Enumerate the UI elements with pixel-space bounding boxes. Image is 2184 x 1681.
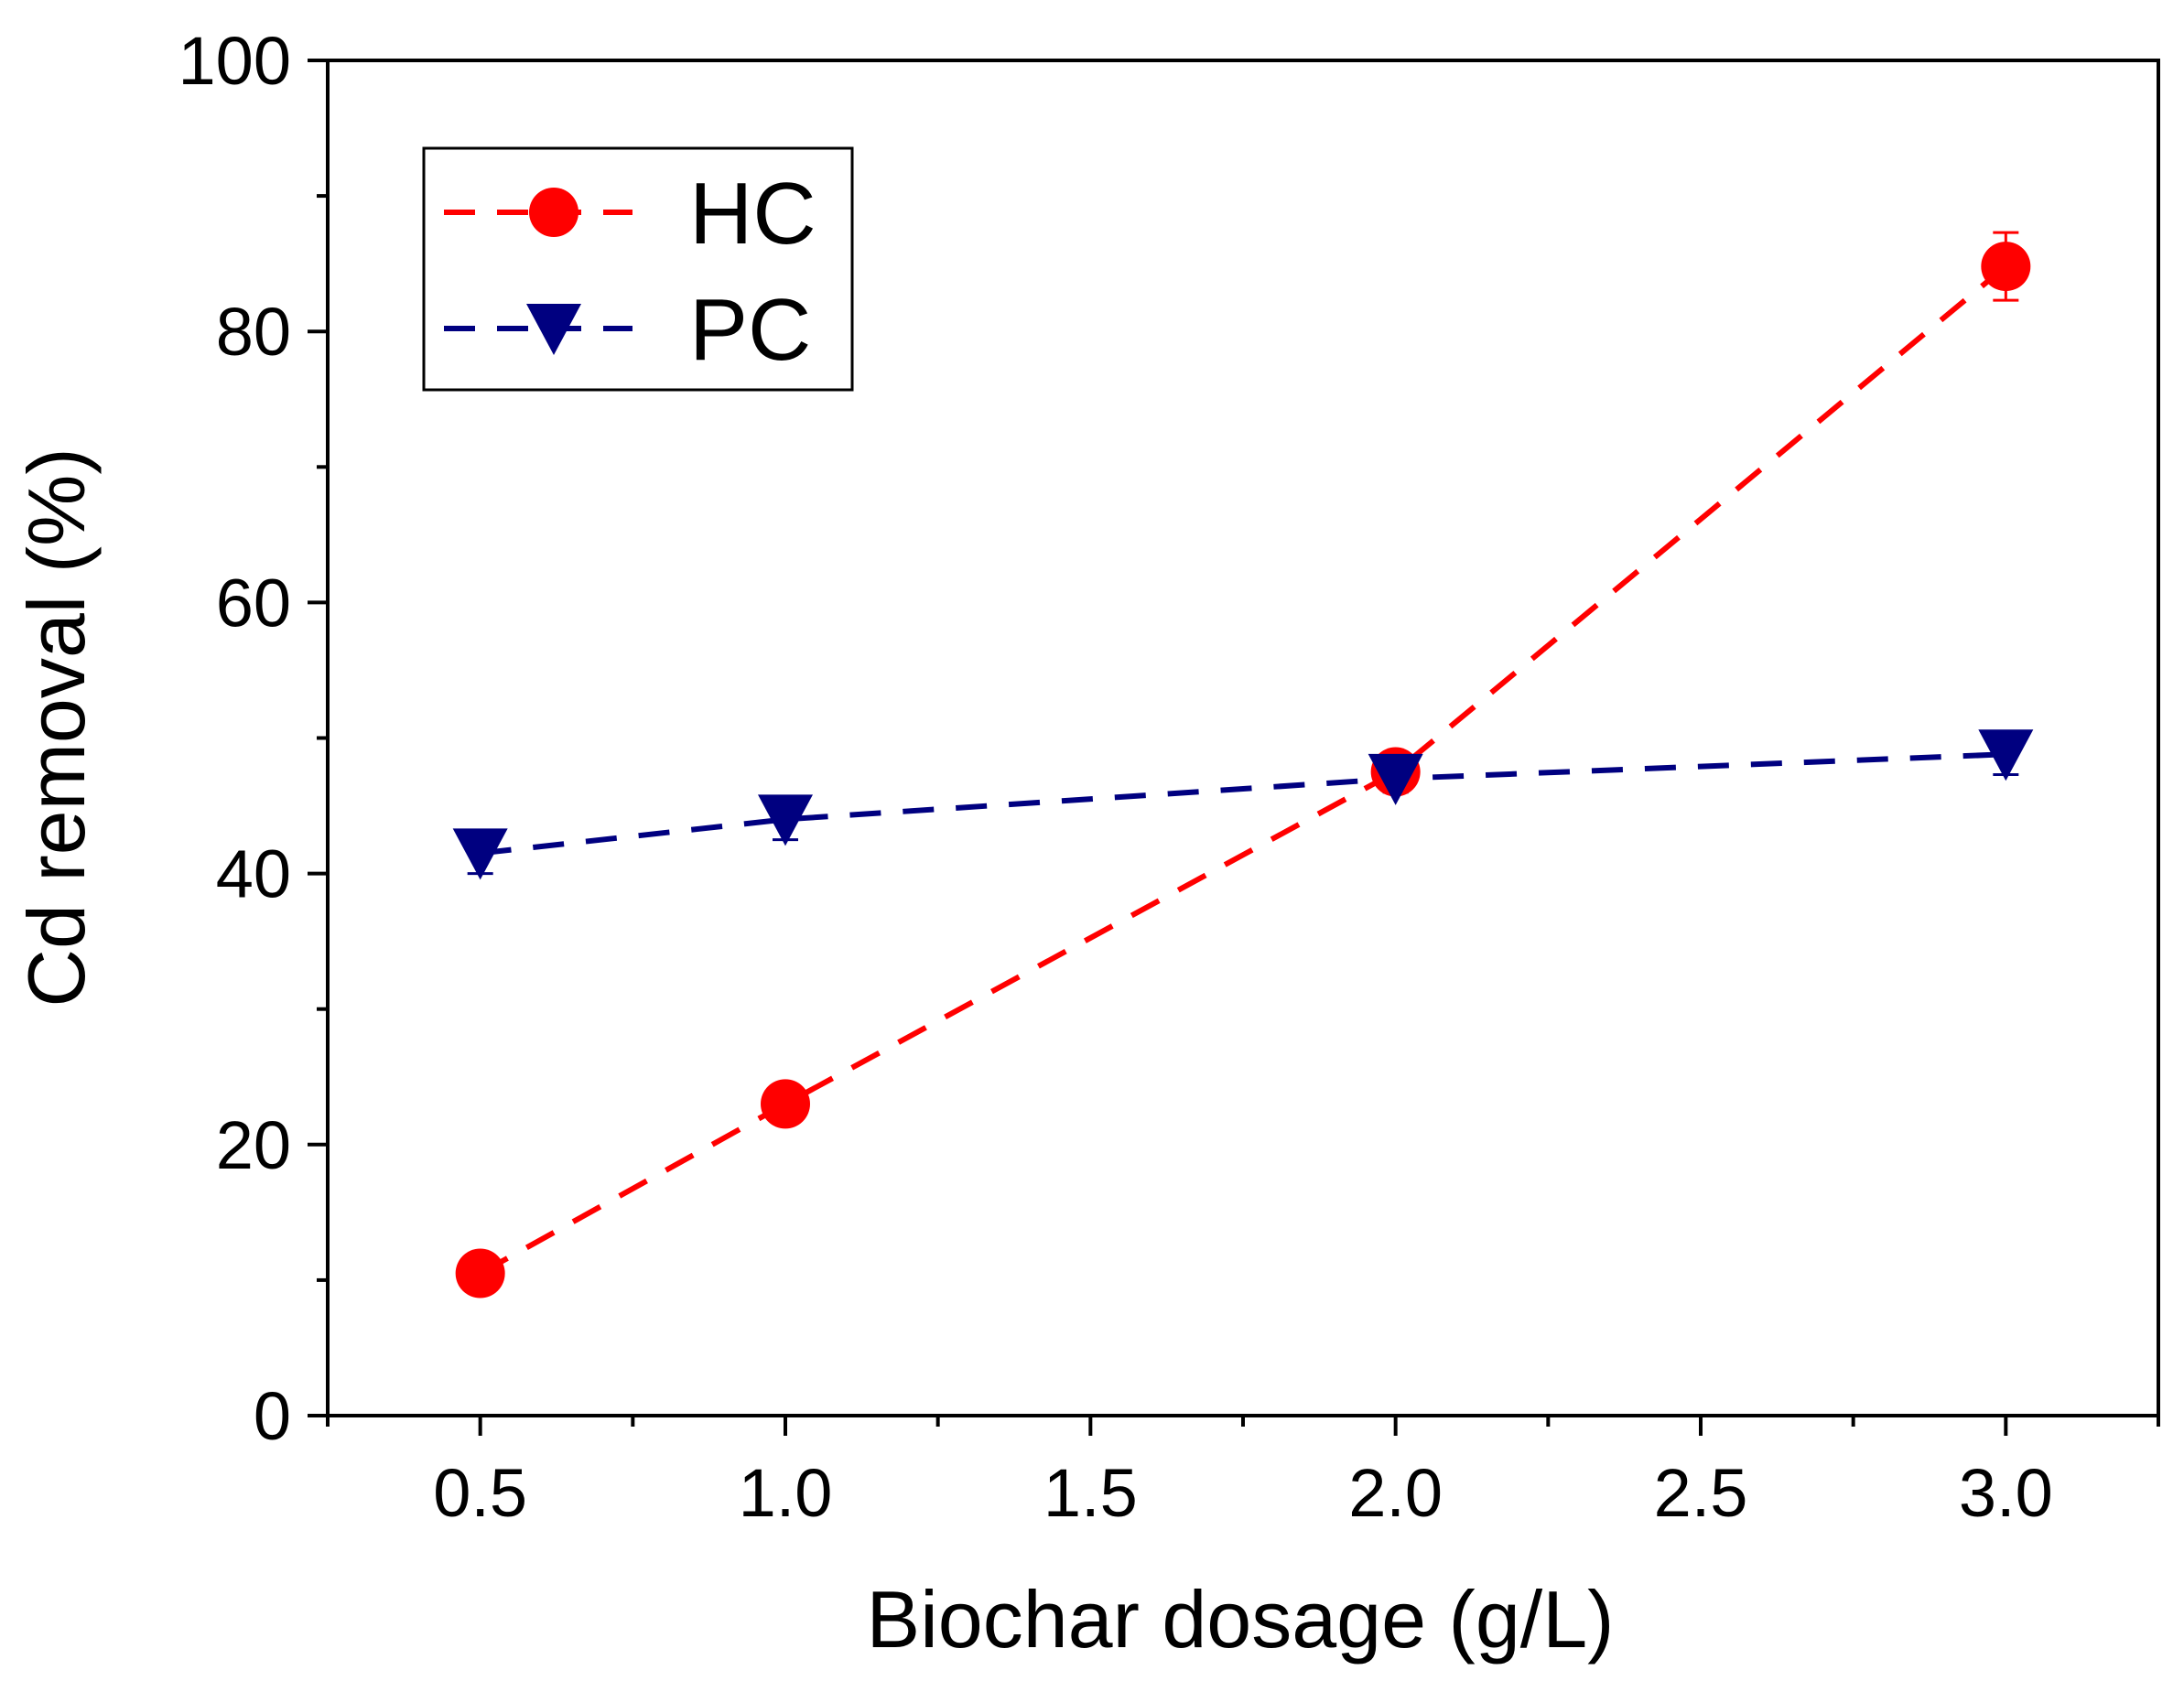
legend-pc-label: PC: [689, 281, 811, 379]
x-tick-label: 2.0: [1348, 1455, 1443, 1531]
x-axis-title: Biochar dosage (g/L): [867, 1574, 1615, 1665]
x-tick-label: 3.0: [1959, 1455, 2053, 1531]
hc-series-line: [479, 264, 2008, 1277]
pc-data-point: [758, 794, 813, 846]
y-tick-label: 20: [216, 1107, 291, 1183]
x-tick-label: 1.0: [739, 1455, 833, 1531]
pc-data-point: [1368, 753, 1423, 805]
pc-data-point: [1978, 729, 2034, 781]
pc-series-line: [480, 751, 2006, 857]
hc-data-point: [761, 1079, 810, 1129]
x-tick-label: 0.5: [433, 1455, 527, 1531]
legend-hc-label: HC: [689, 165, 816, 263]
y-tick-label: 100: [178, 23, 291, 99]
y-tick-label: 0: [254, 1378, 291, 1454]
x-tick-label: 2.5: [1654, 1455, 1748, 1531]
y-axis-title: Cd removal (%): [11, 447, 102, 1007]
y-tick-label: 60: [216, 565, 291, 641]
legend-box: [422, 146, 854, 392]
pc-data-point: [452, 828, 508, 880]
legend: HC PC: [422, 146, 854, 392]
legend-pc-marker: [526, 304, 581, 355]
legend-hc-marker: [529, 188, 578, 237]
y-tick-label: 80: [216, 294, 291, 370]
y-tick-label: 40: [216, 836, 291, 912]
hc-data-point: [455, 1248, 505, 1298]
hc-data-point: [1981, 242, 2031, 292]
x-tick-label: 1.5: [1043, 1455, 1138, 1531]
